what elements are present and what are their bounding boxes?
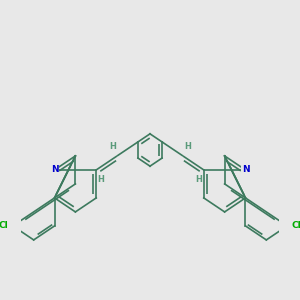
Text: H: H	[98, 175, 104, 184]
Text: N: N	[51, 165, 58, 174]
Text: H: H	[184, 142, 191, 151]
Text: H: H	[196, 175, 202, 184]
Text: H: H	[109, 142, 116, 151]
Text: Cl: Cl	[292, 221, 300, 230]
Text: N: N	[242, 165, 249, 174]
Text: Cl: Cl	[0, 221, 8, 230]
